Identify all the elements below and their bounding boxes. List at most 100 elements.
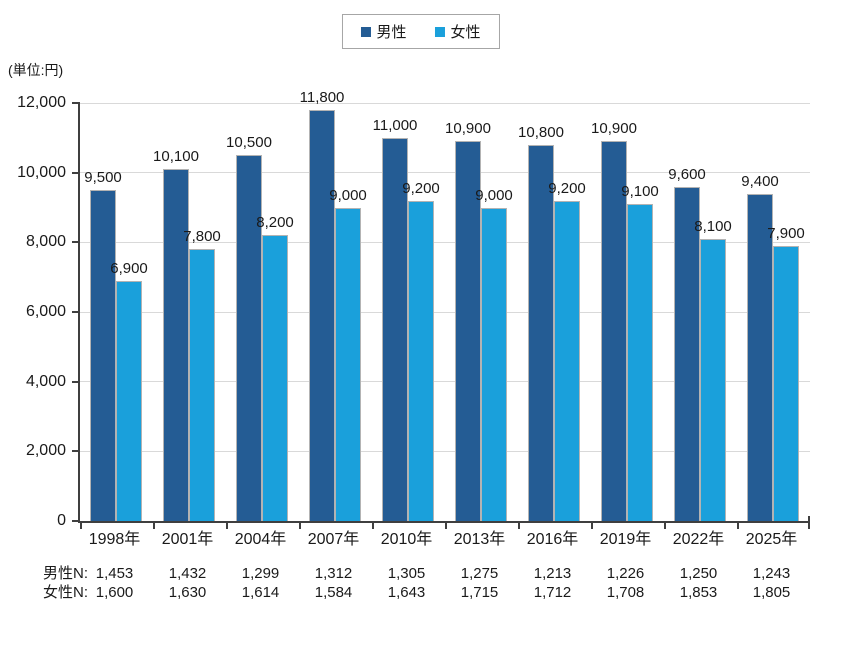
x-axis-tickmark — [808, 521, 810, 529]
x-axis-tickmark — [80, 521, 82, 529]
sample-size-value: 1,708 — [606, 584, 645, 601]
sample-size-value: 1,453 — [95, 565, 134, 582]
x-axis-category-label: 2019年 — [599, 531, 652, 548]
y-axis-tickmark — [72, 311, 80, 313]
sample-size-value: 1,213 — [533, 565, 572, 582]
legend-label-female: 女性 — [450, 24, 481, 41]
y-axis-tick-label: 10,000 — [17, 163, 66, 181]
y-axis-tickmark — [72, 520, 80, 522]
x-axis-category-label: 2001年 — [161, 531, 214, 548]
y-axis-tick-label: 8,000 — [25, 233, 66, 251]
bar-male — [90, 190, 116, 521]
plot-area: 9,500 6,900 10,100 7,800 10,500 8,200 11,800 9,… — [72, 89, 810, 529]
x-axis-tickmark — [372, 521, 374, 529]
bar-male — [528, 144, 554, 521]
x-axis-tickmark — [153, 521, 155, 529]
y-axis-labels: 12,000 10,000 8,000 6,000 4,000 2,000 0 — [0, 94, 66, 529]
x-axis-category-label: 2004年 — [234, 531, 287, 548]
x-axis-category-label: 2016年 — [526, 531, 579, 548]
bar-value-label: 7,900 — [767, 224, 805, 242]
bar-male — [601, 141, 627, 521]
legend-item-male: 男性 — [360, 21, 407, 42]
bar-value-label: 8,200 — [256, 214, 294, 232]
bar-male — [163, 169, 189, 521]
sample-size-value: 1,600 — [95, 584, 134, 601]
bar-value-label: 9,200 — [402, 179, 440, 197]
y-axis-tick-label: 0 — [57, 512, 66, 529]
sample-size-value: 1,712 — [533, 584, 572, 601]
sample-size-value: 1,226 — [606, 565, 645, 582]
bar-value-label: 10,800 — [518, 123, 564, 141]
x-axis-tickmark — [737, 521, 739, 529]
gridline — [80, 311, 810, 313]
bar-value-label: 10,900 — [445, 120, 491, 138]
bar-male — [674, 186, 700, 521]
x-axis-category-label: 2013年 — [453, 531, 506, 548]
sample-size-value: 1,715 — [460, 584, 499, 601]
x-axis-tickmark — [591, 521, 593, 529]
gridline — [80, 381, 810, 383]
bar-value-label: 9,400 — [741, 172, 779, 190]
y-axis-tick-label: 12,000 — [17, 94, 66, 111]
y-axis-tick-label: 2,000 — [25, 442, 66, 460]
x-axis-tickmark — [226, 521, 228, 529]
gridline — [80, 172, 810, 174]
bar-value-label: 11,000 — [372, 116, 418, 134]
sample-size-value: 1,250 — [679, 565, 718, 582]
x-axis-tickmark — [518, 521, 520, 529]
sample-size-row-label-female: 女性N: — [42, 584, 88, 601]
bar-value-label: 11,800 — [299, 88, 345, 106]
gridline — [80, 450, 810, 452]
y-axis-tick-label: 6,000 — [25, 303, 66, 320]
legend: 男性 女性 — [341, 14, 500, 49]
x-axis-category-label: 2007年 — [307, 531, 360, 548]
sample-size-value: 1,243 — [752, 565, 791, 582]
bar-value-label: 8,100 — [694, 217, 732, 235]
sample-size-value: 1,584 — [314, 584, 353, 601]
bar-male — [455, 141, 481, 521]
gridline — [80, 102, 810, 104]
sample-size-value: 1,299 — [241, 565, 280, 582]
legend-item-female: 女性 — [434, 21, 481, 42]
sample-size-value: 1,853 — [679, 584, 718, 601]
sample-size-value: 1,643 — [387, 584, 426, 601]
sample-size-value: 1,614 — [241, 584, 280, 601]
sample-size-row-female: 女性N: 1,600 1,630 1,614 1,584 1,643 1,715 1,712… — [0, 583, 841, 602]
bar-female — [554, 200, 580, 521]
sample-size-value: 1,275 — [460, 565, 499, 582]
sample-size-value: 1,312 — [314, 565, 353, 582]
sample-size-value: 1,432 — [168, 565, 207, 582]
bar-value-label: 7,800 — [183, 228, 221, 246]
sample-size-row-male: 男性N: 1,453 1,432 1,299 1,312 1,305 1,275 1,213… — [0, 564, 841, 583]
bar-value-label: 10,500 — [226, 134, 272, 152]
bar-value-label: 6,900 — [110, 259, 148, 277]
sample-size-rows: 男性N: 1,453 1,432 1,299 1,312 1,305 1,275 1,213… — [0, 564, 841, 602]
gridline — [80, 241, 810, 243]
sample-size-value: 1,305 — [387, 565, 426, 582]
y-axis-tickmark — [72, 241, 80, 244]
male-swatch-icon — [360, 26, 371, 37]
bar-male — [236, 155, 262, 521]
bar-value-label: 9,000 — [475, 186, 513, 204]
bar-female — [481, 207, 507, 521]
y-axis-tickmark — [72, 102, 80, 104]
bar-value-label: 10,100 — [153, 148, 199, 166]
sample-size-value: 1,630 — [168, 584, 207, 601]
x-axis-category-label: 2022年 — [672, 531, 725, 548]
bar-female — [700, 238, 726, 521]
sample-size-value: 1,805 — [752, 584, 791, 601]
bar-male — [382, 137, 408, 521]
bar-male — [747, 193, 773, 521]
x-axis-category-label: 2025年 — [745, 531, 798, 548]
x-axis-tickmark — [299, 521, 301, 529]
y-axis-tickmark — [72, 450, 80, 453]
bar-value-label: 9,600 — [668, 165, 706, 183]
bar-value-label: 9,100 — [621, 183, 659, 201]
y-axis-tickmark — [72, 380, 80, 383]
x-axis-labels: 1998年 2001年 2004年 2007年 2010年 2013年 2016年 2019年… — [78, 530, 808, 550]
y-axis-tick-label: 4,000 — [25, 372, 66, 390]
bar-female — [627, 204, 653, 521]
bar-female — [262, 235, 288, 521]
unit-label: (単位:円) — [8, 62, 64, 78]
bar-value-label: 10,900 — [591, 120, 637, 138]
